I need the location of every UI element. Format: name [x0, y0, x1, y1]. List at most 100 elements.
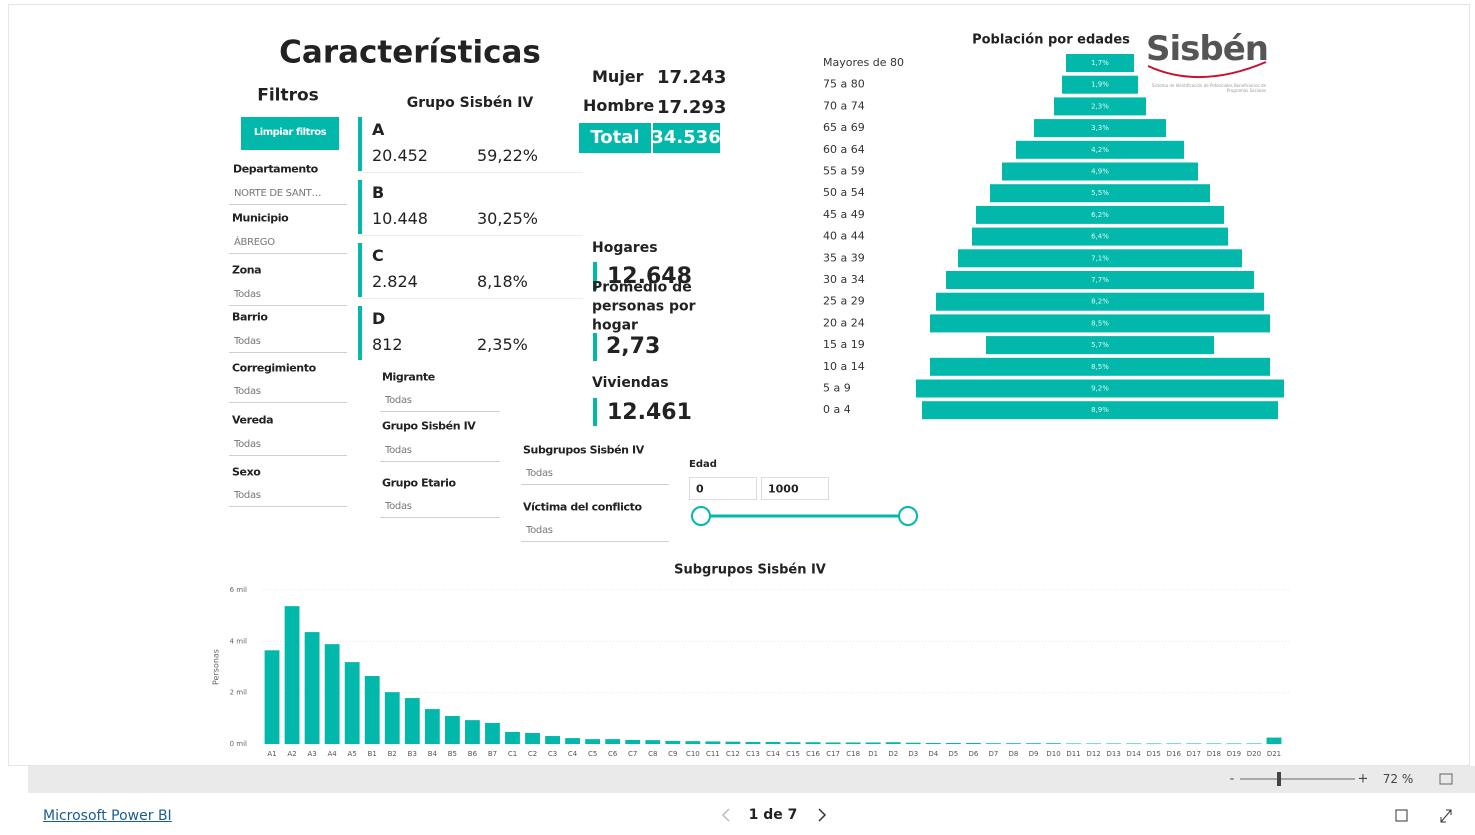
avg-label: Promedio de personas por hogar: [592, 279, 696, 334]
x-tick-label: D21: [1267, 750, 1281, 758]
next-page[interactable]: [818, 808, 827, 822]
zoom-plus[interactable]: +: [1358, 772, 1369, 787]
slicer-value[interactable]: Todas: [385, 501, 412, 512]
pyramid-category: 55 a 59: [823, 165, 865, 178]
slicer-label: Vereda: [232, 413, 274, 427]
x-tick-label: C17: [826, 750, 840, 758]
pyramid-category: 60 a 64: [823, 143, 865, 156]
bar: [905, 742, 921, 744]
age-input[interactable]: [689, 477, 757, 500]
bar: [1146, 743, 1162, 744]
zoom-level[interactable]: 72 %: [1382, 772, 1414, 786]
pyramid-value-label: 7,1%: [1091, 254, 1109, 262]
dwellings-value: 12.461: [607, 400, 692, 425]
slicer-value[interactable]: Todas: [234, 336, 261, 347]
slicer-value[interactable]: Todas: [234, 386, 261, 397]
avg-accent: [593, 333, 597, 361]
pyramid-value-label: 8,2%: [1091, 298, 1109, 306]
group-accent: [358, 117, 362, 171]
pyramid-value-label: 4,9%: [1091, 168, 1109, 176]
age-input[interactable]: [761, 477, 829, 500]
pager: 1 de 7: [748, 807, 798, 823]
bar: [825, 742, 841, 744]
slicer-box[interactable]: [521, 520, 669, 542]
x-tick-label: B2: [388, 750, 397, 758]
pyramid-category: 10 a 14: [823, 360, 865, 373]
slicer-box[interactable]: [380, 496, 500, 518]
bar: [344, 662, 360, 744]
dwellings-accent: [593, 398, 597, 426]
pyramid-category: 30 a 34: [823, 273, 865, 286]
y-tick-label: 6 mil: [230, 586, 247, 594]
slicer-label: Sexo: [232, 465, 261, 479]
slicer-box[interactable]: [229, 485, 347, 507]
y-tick-label: 0 mil: [230, 740, 247, 748]
pyramid-category: 5 a 9: [823, 382, 851, 395]
bar: [1266, 737, 1282, 744]
group-name: C: [372, 246, 384, 265]
slicer-box[interactable]: [521, 463, 669, 485]
x-tick-label: C10: [686, 750, 700, 758]
slicer-value[interactable]: ÁBREGO: [234, 237, 275, 248]
prev-page[interactable]: [721, 808, 730, 822]
expand-icon[interactable]: [1440, 809, 1452, 823]
x-tick-label: C5: [588, 750, 597, 758]
pyramid-category: 75 a 80: [823, 78, 865, 91]
slicer-box[interactable]: [229, 183, 347, 205]
slicer-value[interactable]: Todas: [234, 289, 261, 300]
slicer-box[interactable]: [229, 381, 347, 403]
x-tick-label: D2: [888, 750, 898, 758]
group-count: 2.824: [372, 272, 418, 291]
slicer-box[interactable]: [229, 284, 347, 306]
bar-chart-title: Subgrupos Sisbén IV: [674, 562, 826, 578]
slicer-box[interactable]: [380, 440, 500, 462]
slicer-value[interactable]: Todas: [526, 525, 553, 536]
total-label: Total: [590, 127, 640, 148]
clear-filters-button[interactable]: [241, 117, 339, 150]
bar: [645, 740, 661, 744]
bar: [986, 743, 1001, 744]
x-tick-label: A3: [307, 750, 316, 758]
bar: [705, 741, 721, 744]
slicer-value[interactable]: Todas: [234, 490, 261, 501]
pyramid-bar: [1066, 54, 1134, 72]
x-tick-label: C3: [548, 750, 557, 758]
bar: [284, 606, 300, 744]
x-tick-label: D17: [1187, 750, 1201, 758]
group-name: A: [372, 120, 385, 139]
group-separator: [362, 172, 583, 173]
slicer-box[interactable]: [380, 390, 500, 412]
x-tick-label: D20: [1247, 750, 1261, 758]
pyramid-bar: [1054, 97, 1146, 116]
age-input-value[interactable]: 1000: [768, 482, 799, 496]
pyramid-value-label: 8,5%: [1091, 363, 1109, 371]
pyramid-bar: [922, 401, 1278, 420]
pyramid-bar: [986, 336, 1214, 355]
logo-tagline: Sistema de Identificación de Potenciales…: [1151, 83, 1266, 93]
slicer-value[interactable]: Todas: [526, 468, 553, 479]
y-axis-label: Personas: [212, 649, 221, 685]
bar: [1206, 743, 1222, 744]
clear-filters-label[interactable]: Limpiar filtros: [253, 127, 327, 138]
slicer-value[interactable]: NORTE DE SANT…: [234, 188, 322, 199]
slicer-box[interactable]: [229, 331, 347, 353]
zoom-minus[interactable]: -: [1230, 772, 1235, 787]
powerbi-link[interactable]: Microsoft Power BI: [43, 808, 172, 824]
bar: [1086, 743, 1102, 744]
slicer-box[interactable]: [229, 434, 347, 456]
slicer-value[interactable]: Todas: [385, 395, 412, 406]
slicer-box[interactable]: [229, 232, 347, 254]
y-tick-label: 4 mil: [230, 637, 247, 645]
canvas-border: [8, 4, 1470, 766]
pyramid-category: 35 a 39: [823, 251, 865, 264]
age-input-value[interactable]: 0: [696, 482, 704, 496]
x-tick-label: D13: [1107, 750, 1121, 758]
slicer-value[interactable]: Todas: [234, 439, 261, 450]
bar: [785, 742, 801, 744]
share-icon[interactable]: [1395, 809, 1408, 822]
range-handle: [691, 506, 711, 526]
x-tick-label: D19: [1227, 750, 1241, 758]
pyramid-value-label: 6,4%: [1091, 233, 1109, 241]
slicer-value[interactable]: Todas: [385, 445, 412, 456]
